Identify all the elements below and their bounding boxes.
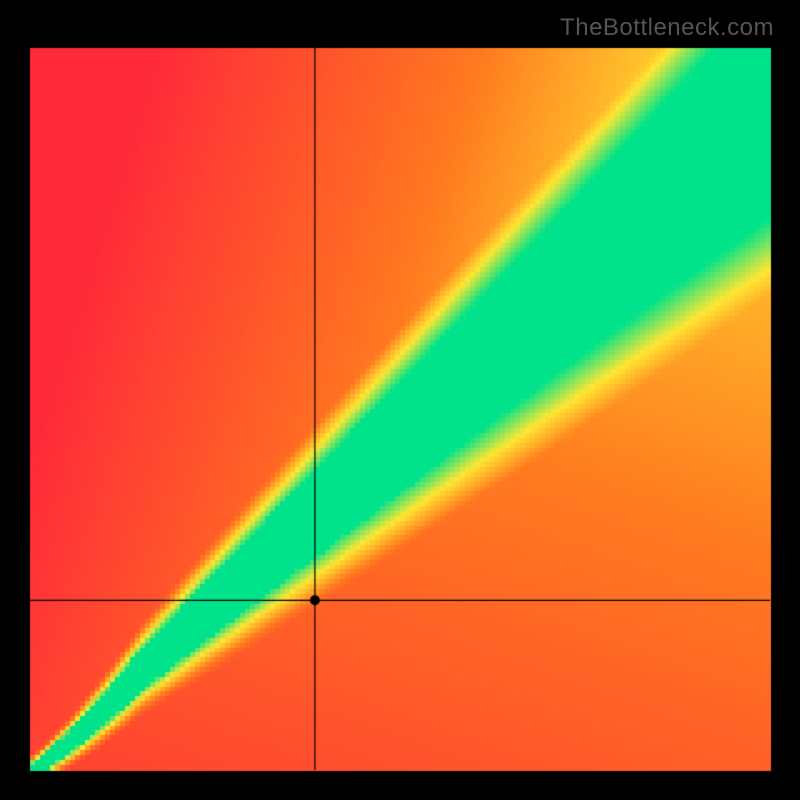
watermark-text: TheBottleneck.com	[560, 14, 774, 42]
chart-container: TheBottleneck.com	[0, 0, 800, 800]
bottleneck-heatmap	[0, 0, 800, 800]
